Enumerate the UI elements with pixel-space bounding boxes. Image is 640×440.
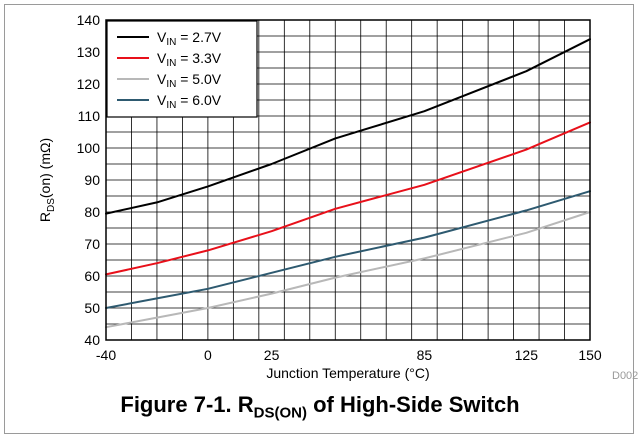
y-axis-label: RDS(on) (mΩ) [37, 138, 57, 222]
plot-border [105, 19, 591, 341]
chart-legend: VIN = 2.7V VIN = 3.3V VIN = 5.0V VIN = 6.0V [106, 20, 258, 118]
y-axis-label-sub: DS [46, 198, 57, 212]
caption-suffix: of High-Side Switch [306, 392, 520, 417]
y-tick-label: 70 [84, 236, 100, 252]
figure-caption: Figure 7-1. RDS(ON) of High-Side Switch [0, 392, 640, 421]
x-tick-label: 25 [264, 347, 280, 363]
x-tick-label: -40 [96, 347, 116, 363]
series-line-3 [105, 211, 591, 329]
y-tick-label: 40 [84, 332, 100, 348]
series-line-4 [105, 190, 591, 309]
x-tick-label: 150 [578, 347, 602, 363]
y-tick-label: 80 [84, 204, 100, 220]
series-line-2 [105, 121, 591, 276]
x-axis-ticks: -40 0 25 85 125 150 [96, 347, 602, 363]
caption-sub: DS(ON) [253, 404, 307, 422]
x-tick-label: 85 [417, 347, 433, 363]
caption-prefix: Figure 7-1. R [120, 392, 254, 417]
y-tick-label: 130 [77, 44, 101, 60]
x-tick-label: 0 [204, 347, 212, 363]
y-tick-label: 110 [78, 108, 101, 124]
y-tick-label: 100 [77, 140, 101, 156]
y-axis-ticks: 40 50 60 70 80 90 100 110 120 130 140 [77, 12, 101, 348]
legend-label-2: VIN = 3.3V [157, 50, 222, 69]
rdson-chart: -40 0 25 85 125 150 40 50 60 70 80 90 100 110 120 130 1… [37, 12, 602, 381]
y-tick-label: 90 [84, 172, 100, 188]
x-axis-label: Junction Temperature (°C) [266, 365, 429, 381]
figure-id: D002 [612, 370, 639, 382]
y-tick-label: 60 [84, 268, 100, 284]
y-axis-label-rest: (on) (mΩ) [37, 138, 53, 198]
legend-label-1: VIN = 2.7V [157, 29, 222, 48]
x-tick-label: 125 [515, 347, 539, 363]
y-axis-label-main: R [37, 212, 53, 222]
legend-label-4: VIN = 6.0V [157, 92, 222, 111]
figure-frame [4, 4, 634, 434]
y-tick-label: 140 [77, 12, 101, 28]
series-line-1 [105, 38, 591, 215]
y-tick-label: 50 [84, 300, 100, 316]
y-tick-label: 120 [77, 76, 101, 92]
chart-series-lines [105, 38, 591, 329]
legend-label-3: VIN = 5.0V [157, 71, 222, 90]
